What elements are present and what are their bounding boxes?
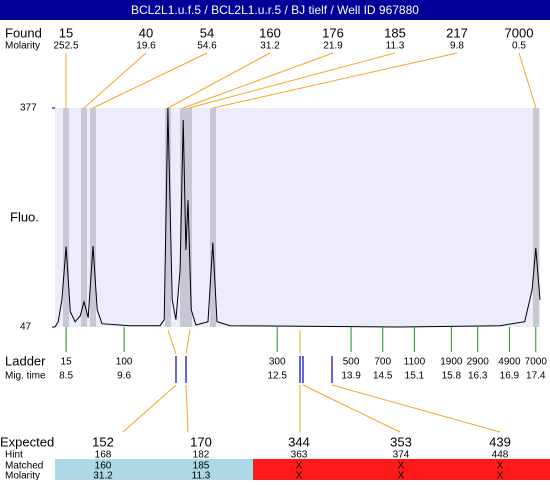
found-connector (212, 52, 458, 109)
found-size: 7000 (505, 25, 534, 40)
found-size: 15 (59, 25, 73, 40)
found-molarity: 54.6 (197, 41, 217, 52)
found-size: 176 (322, 25, 344, 40)
expected-value: 353 (390, 434, 412, 449)
hint-value: 168 (95, 450, 112, 461)
ladder-time: 12.5 (267, 371, 287, 382)
found-size: 54 (200, 25, 214, 40)
peak-band (533, 108, 539, 327)
ladder-size: 4900 (498, 357, 521, 368)
found-connector (92, 52, 208, 109)
matched-bg (55, 459, 253, 480)
expected-label: Expected (0, 434, 54, 449)
molarity-value: X (296, 471, 303, 480)
ladder-time: 16.3 (468, 371, 488, 382)
matched-label: Matched (5, 461, 43, 472)
expected-value: 439 (489, 434, 511, 449)
title-bar (0, 0, 550, 20)
ladder-size: 300 (269, 357, 286, 368)
ladder-size: 7000 (525, 357, 548, 368)
molarity-value: X (497, 471, 504, 480)
connector (185, 329, 191, 355)
unmatched-bg (253, 459, 550, 480)
peak-band (180, 108, 186, 327)
ladder-time: 17.4 (526, 371, 546, 382)
ladder-time: 9.6 (117, 371, 131, 382)
ladder-size: 1900 (440, 357, 463, 368)
found-size: 185 (384, 25, 406, 40)
found-connector (188, 52, 396, 109)
matched-value: 160 (95, 461, 112, 472)
ladder-time-label: Mig. time (5, 371, 46, 382)
ladder-time: 15.8 (442, 371, 462, 382)
connector (167, 329, 177, 355)
found-connector (83, 52, 147, 109)
molarity-value: 11.3 (192, 471, 211, 480)
found-connector (182, 52, 334, 109)
hint-value: 448 (492, 450, 509, 461)
expected-value: 344 (288, 434, 310, 449)
connector (185, 384, 189, 433)
peak-band (81, 108, 87, 327)
found-molarity: 11.3 (386, 41, 405, 52)
found-size: 217 (446, 25, 468, 40)
ladder-size: 1100 (404, 357, 426, 368)
found-molarity: 9.8 (450, 41, 464, 52)
hint-value: 363 (291, 450, 308, 461)
ladder-time: 8.5 (59, 371, 73, 382)
hint-value: 374 (393, 450, 410, 461)
ladder-time: 14.5 (373, 371, 393, 382)
ladder-size: 700 (374, 357, 391, 368)
ladder-time: 16.9 (500, 371, 520, 382)
ladder-size: 500 (343, 357, 360, 368)
matched-value: X (497, 461, 504, 472)
found-molarity: 19.6 (136, 41, 156, 52)
found-molarity: 21.9 (323, 41, 343, 52)
molarity-value: 31.2 (93, 471, 113, 480)
title: BCL2L1.u.f.5 / BCL2L1.u.r.5 / BJ tielf /… (131, 3, 419, 17)
found-connector (518, 52, 537, 109)
connector (331, 384, 501, 433)
ladder-size: 15 (61, 357, 73, 368)
found-label: Found (5, 25, 42, 40)
plot-area (55, 108, 540, 327)
ladder-label: Ladder (5, 353, 46, 368)
match-ticks (175, 356, 333, 383)
peak-band (63, 108, 69, 327)
found-molarity-label: Molarity (5, 41, 40, 52)
found-connector (167, 52, 271, 109)
molarity-value: X (398, 471, 405, 480)
hint-label: Hint (5, 450, 23, 461)
peak-band (90, 108, 96, 327)
ladder-size: 100 (116, 357, 133, 368)
found-molarity: 31.2 (260, 41, 280, 52)
y-tick-label: 47 (20, 322, 32, 333)
connector (302, 384, 401, 433)
peak-band (210, 108, 216, 327)
found-size: 160 (259, 25, 281, 40)
y-axis-label: Fluo. (10, 209, 39, 224)
expected-value: 170 (190, 434, 212, 449)
expected-connectors (122, 329, 501, 433)
expected-value: 152 (92, 434, 114, 449)
matched-value: 185 (193, 461, 210, 472)
connector (122, 384, 177, 433)
matched-value: X (296, 461, 303, 472)
matched-value: X (398, 461, 405, 472)
molarity-label: Molarity (5, 471, 40, 480)
y-tick-label: 377 (20, 103, 37, 114)
ladder-time: 15.1 (405, 371, 425, 382)
trace (54, 107, 541, 328)
found-molarity: 252.5 (53, 41, 78, 52)
hint-value: 182 (193, 450, 210, 461)
peak-band (165, 108, 171, 327)
ladder-size: 2900 (467, 357, 490, 368)
found-size: 40 (139, 25, 153, 40)
found-molarity: 0.5 (512, 41, 526, 52)
ladder-time: 13.9 (341, 371, 361, 382)
